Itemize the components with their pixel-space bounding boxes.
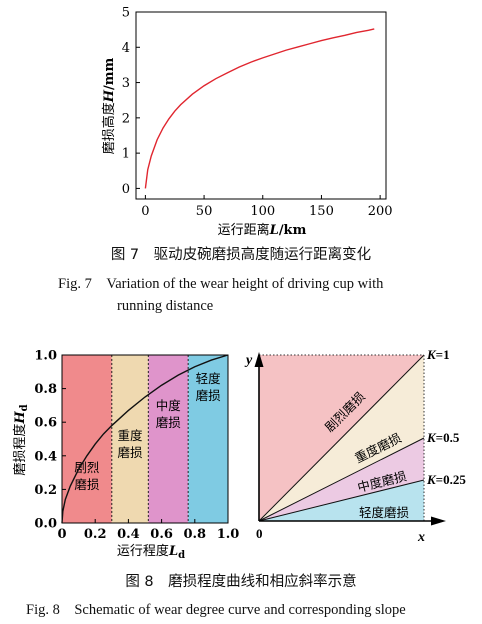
wear-zone-label: 磨损	[74, 477, 100, 492]
fig8-left-y-axis-label: 磨损程度Hd	[12, 404, 30, 475]
fig7-y-tick-label: 3	[122, 76, 130, 91]
fig8-caption-en: Fig. 8 Schematic of wear degree curve an…	[26, 602, 406, 618]
fig8-x-tick-label: 0.8	[183, 527, 206, 542]
fig7-x-tick-label: 0	[141, 204, 149, 219]
wear-zone-label: 中度	[156, 398, 182, 413]
wear-zone-label: 剧烈	[74, 460, 99, 475]
wear-zone-label: 轻度	[196, 371, 222, 386]
x-axis-letter: x	[417, 530, 425, 545]
wear-zone-0	[62, 355, 112, 523]
fig7-y-tick-label: 1	[122, 147, 130, 162]
fig8-y-tick-label: 0.6	[34, 416, 57, 431]
fig8-x-tick-label: 0.2	[84, 527, 107, 542]
y-axis-arrow	[254, 352, 264, 367]
fig7-y-tick-label: 0	[122, 182, 130, 197]
fig8-x-tick-label: 0.4	[117, 527, 140, 542]
fig7-x-tick-label: 200	[368, 204, 393, 219]
fig8-x-tick-label: 0	[57, 527, 66, 542]
fig7-caption-en-line1: Fig. 7 Variation of the wear height of d…	[58, 276, 384, 292]
origin-label: 0	[256, 526, 263, 541]
fig7-caption-zh: 图 7 驱动皮碗磨损高度随运行距离变化	[110, 247, 372, 263]
slope-line-k1	[258, 354, 425, 522]
slope-label-k05: K=0.5	[426, 430, 460, 445]
wear-zone-label: 磨损	[156, 415, 182, 430]
fig8-y-tick-label: 0.0	[34, 517, 57, 532]
slope-label-k1: K=1	[426, 347, 450, 362]
fig8-wear-curve	[61, 354, 229, 524]
fig8-right-diagram: y x 0 剧烈磨损 重度磨损 中度磨损 轻度磨损 K=1 K=0.5 K=0.…	[244, 347, 466, 545]
fig7-x-tick-label: 150	[309, 204, 334, 219]
fig7-caption-en-line2: running distance	[117, 298, 214, 314]
wear-zone-label: 磨损	[118, 445, 144, 460]
fig8-y-tick-label: 0.2	[34, 483, 57, 498]
fig7-y-axis-label: 磨损高度H/mm	[101, 57, 117, 154]
y-axis-letter: y	[244, 353, 253, 368]
fig8-y-tick-label: 0.4	[34, 449, 57, 464]
x-axis-arrow	[431, 516, 446, 526]
fig8-x-tick-label: 1.0	[217, 527, 240, 542]
slope-line-k05	[258, 437, 425, 522]
slope-line-k025	[258, 479, 425, 522]
fig8-y-tick-label: 1.0	[34, 349, 57, 364]
wear-zone-3	[188, 355, 228, 523]
fig7-y-tick-label: 4	[122, 41, 130, 56]
fig7-y-tick-label: 2	[122, 111, 130, 126]
wear-zone-label: 磨损	[196, 388, 222, 403]
fig8-left-plot-frame	[61, 354, 229, 524]
fig7-x-tick-label: 100	[250, 204, 275, 219]
fig7-x-tick-label: 50	[196, 204, 213, 219]
fig8-x-tick-label: 0.6	[150, 527, 173, 542]
fig8-caption-zh: 图 8 磨损程度曲线和相应斜率示意	[125, 574, 357, 590]
fig7-chart: 0 1 2 3 4 5 0 50 100 150 200 磨损高度H/mm 运行距离L/km	[101, 6, 393, 239]
fig7-y-tick-label: 5	[122, 6, 130, 21]
fig7-series-line	[144, 28, 375, 189]
wear-zone-label: 重度	[118, 428, 144, 443]
fig7-plot-frame	[135, 11, 387, 200]
region-label-light: 轻度磨损	[359, 505, 410, 520]
fig7-x-axis-label: 运行距离L/km	[218, 222, 307, 238]
fig8-y-tick-label: 0.8	[34, 382, 57, 397]
slope-label-k025: K=0.25	[426, 472, 466, 487]
wear-zone-2	[148, 355, 189, 523]
wear-zone-1	[111, 355, 149, 523]
fig8-left-x-axis-label: 运行程度Ld	[117, 543, 185, 561]
